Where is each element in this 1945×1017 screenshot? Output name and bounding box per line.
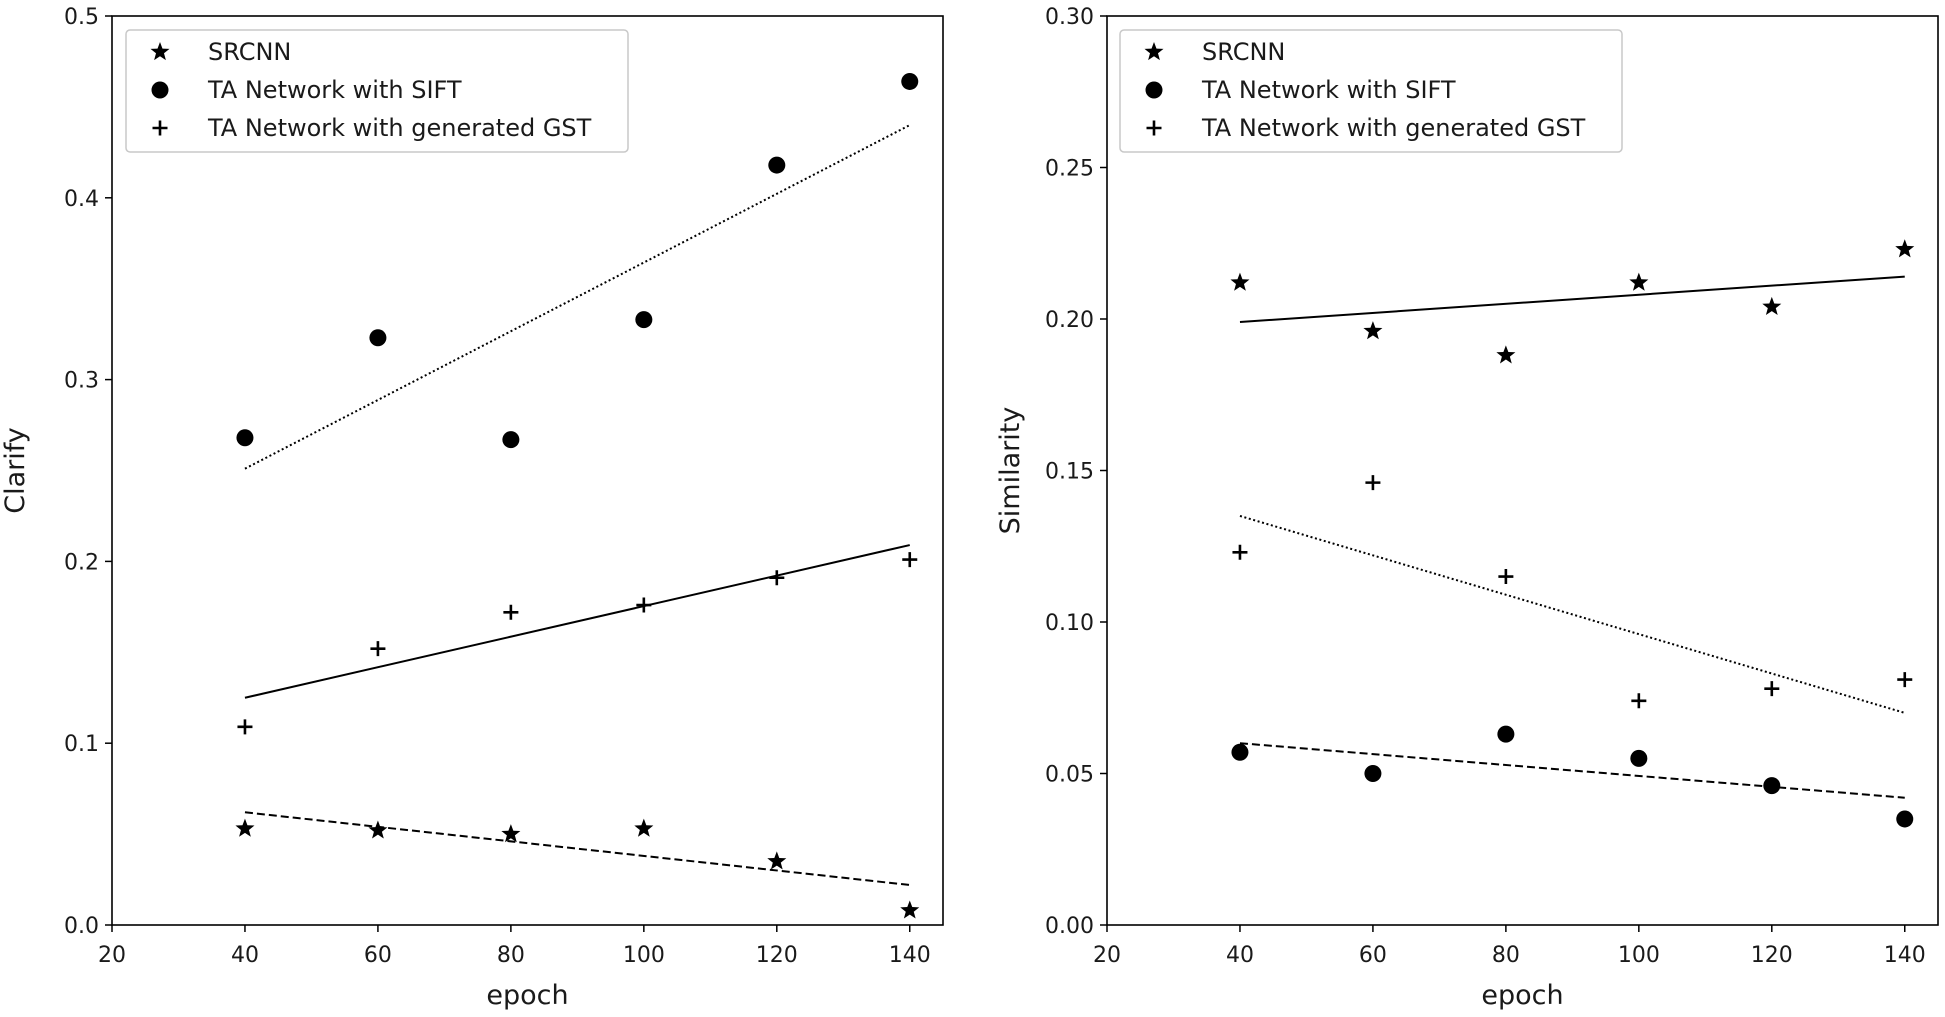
data-point-star xyxy=(900,900,920,919)
y-tick-label: 0.20 xyxy=(1045,308,1094,333)
data-point-plus xyxy=(1764,681,1780,697)
plot-frame xyxy=(1106,15,1939,926)
trend-line xyxy=(1239,742,1905,799)
x-tick-label: 120 xyxy=(756,943,798,968)
trend-line xyxy=(244,811,910,886)
trend-line xyxy=(244,124,911,470)
data-point-star xyxy=(767,851,787,870)
legend-label: TA Network with SIFT xyxy=(207,76,462,104)
x-tick-label: 100 xyxy=(1618,943,1660,968)
data-point-circle xyxy=(1896,810,1914,828)
data-point-circle xyxy=(502,431,520,449)
x-tick-label: 20 xyxy=(1093,943,1121,968)
x-tick-label: 120 xyxy=(1751,943,1793,968)
x-tick-label: 60 xyxy=(1359,943,1387,968)
data-point-plus xyxy=(1232,544,1248,560)
legend: SRCNN TA Network with SIFT TA Network with… xyxy=(125,29,629,153)
y-tick-label: 0.25 xyxy=(1045,157,1094,182)
data-point-circle xyxy=(1497,725,1515,743)
data-point-plus xyxy=(902,552,918,568)
data-point-circle xyxy=(369,329,387,347)
plot-frame xyxy=(111,15,944,926)
legend-label: TA Network with SIFT xyxy=(1201,76,1456,104)
x-tick-label: 80 xyxy=(1492,943,1520,968)
data-point-star xyxy=(501,824,521,843)
data-point-star xyxy=(1762,296,1782,315)
x-tick-label: 140 xyxy=(1884,943,1926,968)
y-axis-label: Clarify xyxy=(0,427,31,514)
data-point-circle xyxy=(1364,765,1382,782)
trend-line xyxy=(1239,275,1905,324)
x-tick-label: 100 xyxy=(623,943,665,968)
x-tick-label: 60 xyxy=(364,943,392,968)
data-point-plus xyxy=(237,719,253,735)
data-point-circle xyxy=(236,429,254,447)
y-tick-label: 0.1 xyxy=(64,732,99,757)
legend-marker-plus xyxy=(1146,120,1162,136)
x-tick-label: 40 xyxy=(231,943,259,968)
y-tick-label: 0.3 xyxy=(64,369,99,394)
legend-label: TA Network with generated GST xyxy=(1201,114,1586,142)
trend-line xyxy=(244,544,910,699)
clarify-panel: 20 40 60 80 100 120 140 0.0 0.1 0.2 0.3 0.4 0.5 epoch… xyxy=(0,5,944,1011)
data-point-plus xyxy=(503,604,519,620)
x-axis-label: epoch xyxy=(1481,980,1563,1011)
data-point-star xyxy=(1230,272,1250,291)
data-point-plus xyxy=(636,597,652,613)
legend-frame xyxy=(125,29,629,153)
data-point-circle xyxy=(901,72,919,90)
data-point-star xyxy=(1629,272,1649,291)
data-point-plus xyxy=(1365,475,1381,491)
legend-frame xyxy=(1119,29,1623,153)
data-point-circle xyxy=(768,156,786,174)
data-point-star xyxy=(1496,345,1516,364)
data-point-plus xyxy=(769,570,785,586)
y-tick-label: 0.30 xyxy=(1045,5,1094,30)
y-tick-label: 0.10 xyxy=(1045,611,1094,636)
y-tick-label: 0.00 xyxy=(1045,914,1094,939)
data-point-circle xyxy=(635,311,653,329)
data-point-circle xyxy=(1630,749,1648,767)
y-tick-label: 0.15 xyxy=(1045,460,1094,485)
data-point-star xyxy=(1363,321,1383,340)
legend: SRCNN TA Network with SIFT TA Network with… xyxy=(1119,29,1623,153)
legend-label: SRCNN xyxy=(1202,38,1285,66)
data-point-circle xyxy=(1763,777,1781,795)
y-tick-label: 0.5 xyxy=(64,5,99,30)
x-axis-label: epoch xyxy=(486,980,568,1011)
data-point-star xyxy=(634,818,654,837)
legend-label: SRCNN xyxy=(208,38,291,66)
data-point-circle xyxy=(1231,743,1249,761)
x-tick-label: 40 xyxy=(1226,943,1254,968)
y-tick-label: 0.2 xyxy=(64,550,99,575)
trend-line xyxy=(1239,514,1906,714)
legend-marker-star xyxy=(1144,42,1164,61)
data-point-star xyxy=(1895,239,1915,258)
x-tick-label: 140 xyxy=(889,943,931,968)
similarity-panel: 20 40 60 80 100 120 140 0.00 0.05 0.10 0.15 0.20 0.2… xyxy=(995,5,1939,1011)
data-point-plus xyxy=(370,641,386,657)
legend-marker-star xyxy=(150,42,170,61)
x-tick-label: 80 xyxy=(497,943,525,968)
data-point-star xyxy=(235,818,255,837)
legend-marker-plus xyxy=(152,120,168,136)
data-point-star xyxy=(368,820,388,839)
y-tick-label: 0.05 xyxy=(1045,763,1094,788)
data-point-plus xyxy=(1498,569,1514,585)
data-point-plus xyxy=(1897,672,1913,688)
data-point-plus xyxy=(1631,693,1647,709)
x-tick-label: 20 xyxy=(98,943,126,968)
y-tick-label: 0.0 xyxy=(64,914,99,939)
legend-marker-circle xyxy=(1145,81,1163,99)
y-axis-label: Similarity xyxy=(995,407,1026,535)
legend-label: TA Network with generated GST xyxy=(207,114,592,142)
legend-marker-circle xyxy=(151,81,169,99)
y-tick-label: 0.4 xyxy=(64,187,99,212)
